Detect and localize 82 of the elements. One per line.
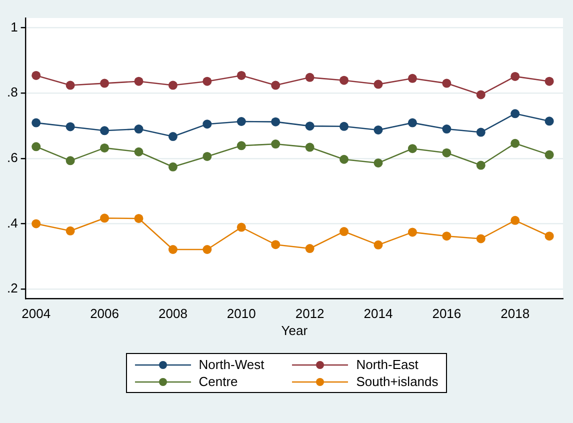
legend-label: South+islands (356, 374, 438, 389)
point (100, 143, 110, 152)
point (236, 141, 246, 150)
point (271, 240, 280, 250)
point (544, 116, 554, 126)
point (340, 227, 349, 236)
point (168, 132, 178, 142)
point (32, 118, 41, 128)
point (236, 70, 246, 80)
point (408, 118, 417, 128)
point (100, 126, 110, 136)
point (305, 122, 314, 131)
point (202, 76, 212, 86)
x-tick-label: 2016 (432, 306, 462, 322)
point (271, 140, 280, 149)
y-tick-label: .8 (7, 84, 18, 100)
point (305, 244, 314, 254)
point (168, 80, 178, 90)
x-tick-label: 2018 (500, 306, 530, 322)
point (510, 216, 520, 225)
point (100, 214, 110, 223)
point (510, 72, 520, 81)
point (510, 109, 520, 118)
x-tick-label: 2008 (158, 306, 188, 322)
point (66, 226, 75, 236)
x-tick-label: 2014 (364, 306, 393, 322)
point (476, 234, 486, 244)
point (202, 244, 212, 254)
y-tick-label: .2 (7, 280, 18, 296)
point (510, 138, 520, 148)
point (374, 158, 383, 168)
point (271, 117, 280, 126)
point (374, 125, 383, 134)
point (236, 117, 246, 126)
point (168, 244, 178, 254)
point (236, 222, 246, 232)
point (544, 76, 554, 86)
y-tick-label: .6 (7, 150, 18, 165)
y-tick-label: .4 (7, 215, 18, 230)
point (544, 232, 554, 241)
x-axis-title: Year (281, 322, 308, 338)
point (32, 142, 41, 152)
point (66, 80, 75, 90)
point (202, 152, 212, 161)
point (476, 160, 486, 170)
point (134, 214, 144, 223)
point (168, 162, 178, 172)
point (408, 228, 417, 237)
point (374, 80, 383, 89)
point (66, 122, 75, 132)
legend-label: Centre (198, 374, 238, 389)
point (340, 122, 349, 131)
point (32, 219, 41, 228)
y-tick-label: 1 (10, 19, 18, 34)
point (476, 128, 486, 137)
point (442, 232, 452, 241)
point (305, 142, 314, 152)
x-tick-label: 2012 (295, 306, 324, 322)
legend-label: North-East (356, 357, 418, 372)
point (340, 154, 349, 164)
x-tick-label: 2010 (226, 306, 256, 322)
point (32, 70, 41, 80)
point (442, 148, 452, 158)
point (408, 144, 417, 154)
x-tick-label: 2006 (90, 306, 119, 322)
point (66, 156, 75, 166)
point (202, 120, 212, 129)
point (271, 80, 280, 90)
point (134, 147, 144, 156)
point (476, 90, 486, 100)
point (442, 78, 452, 88)
x-tick-label: 2004 (22, 306, 51, 322)
point (134, 76, 144, 86)
point (374, 240, 383, 250)
point (100, 78, 110, 88)
point (442, 124, 452, 134)
point (544, 150, 554, 160)
point (134, 124, 144, 134)
point (408, 74, 417, 83)
point (305, 72, 314, 82)
point (340, 76, 349, 85)
legend-label: North-West (198, 357, 264, 372)
